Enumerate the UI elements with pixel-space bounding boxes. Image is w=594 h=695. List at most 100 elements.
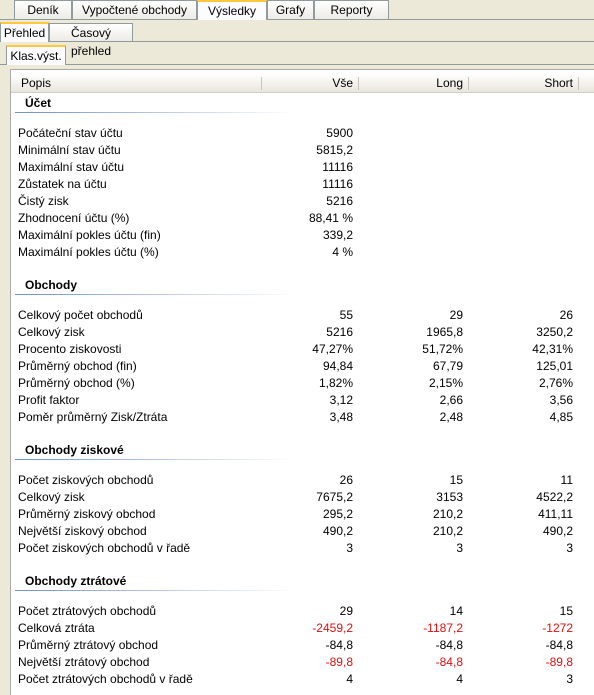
row-label: Největší ztrátový obchod	[18, 655, 150, 669]
row-label: Průměrný ztrátový obchod	[18, 638, 159, 652]
row-value: 210,2	[432, 507, 463, 521]
row-value: 26	[559, 308, 573, 322]
row-value: 5216	[326, 325, 353, 339]
row-value: 3,56	[549, 393, 573, 407]
column-separator	[358, 77, 359, 90]
row-label: Zhodnocení účtu (%)	[18, 211, 130, 225]
tab[interactable]: Grafy	[267, 0, 314, 19]
row-value: 4 %	[332, 245, 353, 259]
row-label: Počet ziskových obchodů v řadě	[18, 541, 191, 555]
column-separator	[578, 77, 579, 90]
row-value: 2,76%	[538, 376, 573, 390]
row-value: 2,66	[439, 393, 463, 407]
row-label: Maximální stav účtu	[18, 160, 125, 174]
tab[interactable]: Deník	[14, 0, 72, 19]
row-value: 4522,2	[536, 490, 573, 504]
row-label: Počáteční stav účtu	[18, 126, 123, 140]
row-label: Minimální stav účtu	[18, 143, 121, 157]
row-value: -84,8	[545, 638, 573, 652]
row-value: 47,27%	[312, 342, 353, 356]
row-label: Průměrný ziskový obchod	[18, 507, 156, 521]
section-title: Obchody ziskové	[25, 443, 124, 457]
row-label: Profit faktor	[18, 393, 80, 407]
row-value: 295,2	[322, 507, 353, 521]
section-title: Účet	[25, 96, 52, 110]
row-value: -1272	[542, 621, 573, 635]
row-value: 490,2	[542, 524, 573, 538]
row-label: Počet ziskových obchodů	[18, 473, 154, 487]
row-value: 210,2	[432, 524, 463, 538]
row-label: Počet ztrátových obchodů v řadě	[18, 672, 193, 686]
row-value: 67,79	[432, 359, 463, 373]
tab-border	[0, 19, 594, 20]
row-value: 339,2	[322, 228, 353, 242]
row-label: Průměrný obchod (%)	[18, 376, 135, 390]
row-label: Celkový zisk	[18, 325, 85, 339]
row-value: 94,84	[322, 359, 353, 373]
row-value: 51,72%	[422, 342, 463, 356]
row-value: 5900	[326, 126, 353, 140]
results-table: Popis Vše Long Short Účet Počáteční stav účtu…	[10, 69, 594, 695]
row-label: Čistý zisk	[18, 194, 69, 208]
row-value: 5216	[326, 194, 353, 208]
column-header: Long	[436, 76, 463, 90]
row-value: 14	[449, 604, 463, 618]
section-underline	[15, 459, 295, 460]
row-value: 55	[339, 308, 353, 322]
row-value: 3,48	[329, 410, 353, 424]
table-header	[11, 74, 594, 93]
tab-border	[0, 64, 594, 65]
row-value: -84,8	[435, 638, 463, 652]
row-value: 411,11	[538, 507, 573, 521]
row-label: Celkový počet obchodů	[18, 308, 143, 322]
row-value: 4	[456, 672, 463, 686]
subtab-active[interactable]: Přehled	[0, 22, 49, 42]
row-value: 3	[346, 541, 353, 555]
row-value: 4	[346, 672, 353, 686]
row-value: 4,85	[549, 410, 573, 424]
row-value: 5815,2	[316, 143, 353, 157]
row-label: Maximální pokles účtu (fin)	[18, 228, 161, 242]
row-value: 15	[559, 604, 573, 618]
row-label: Zůstatek na účtu	[18, 177, 107, 191]
row-value: 15	[449, 473, 463, 487]
tab-border	[0, 41, 594, 42]
section-title: Obchody	[25, 278, 78, 292]
column-header: Popis	[21, 76, 52, 90]
row-value: 11116	[322, 160, 353, 174]
row-value: 11116	[322, 177, 353, 191]
row-value: 1,82%	[318, 376, 353, 390]
column-header: Short	[544, 76, 573, 90]
row-value: 3	[566, 672, 573, 686]
column-header: Vše	[332, 76, 353, 90]
row-value: 29	[449, 308, 463, 322]
row-value: 2,15%	[428, 376, 463, 390]
row-value: 3250,2	[536, 325, 573, 339]
row-value: -84,8	[435, 655, 463, 669]
row-value: 125,01	[536, 359, 573, 373]
row-value: -84,8	[325, 638, 353, 652]
row-value: 29	[339, 604, 353, 618]
row-value: 3,12	[329, 393, 353, 407]
row-value: 88,41 %	[308, 211, 353, 225]
section-title: Obchody ztrátové	[25, 574, 127, 588]
row-label: Celková ztráta	[18, 621, 95, 635]
tab-active[interactable]: Výsledky	[197, 0, 267, 20]
tab[interactable]: Vypočtené obchody	[72, 0, 197, 19]
column-separator	[468, 77, 469, 90]
row-value: 2,48	[439, 410, 463, 424]
row-label: Poměr průměrný Zisk/Ztráta	[18, 410, 168, 424]
section-underline	[15, 112, 295, 113]
row-label: Průměrný obchod (fin)	[18, 359, 137, 373]
row-label: Počet ztrátových obchodů	[18, 604, 157, 618]
row-value: 11	[560, 473, 573, 487]
row-value: 3153	[436, 490, 463, 504]
tab[interactable]: Reporty	[314, 0, 389, 19]
panel-tab[interactable]: Klas.výst.	[6, 45, 66, 65]
row-value: 26	[339, 473, 353, 487]
row-value: 3	[456, 541, 463, 555]
row-value: 1965,8	[426, 325, 463, 339]
subtab[interactable]: Časový přehled	[49, 23, 133, 58]
row-value: 42,31%	[532, 342, 573, 356]
